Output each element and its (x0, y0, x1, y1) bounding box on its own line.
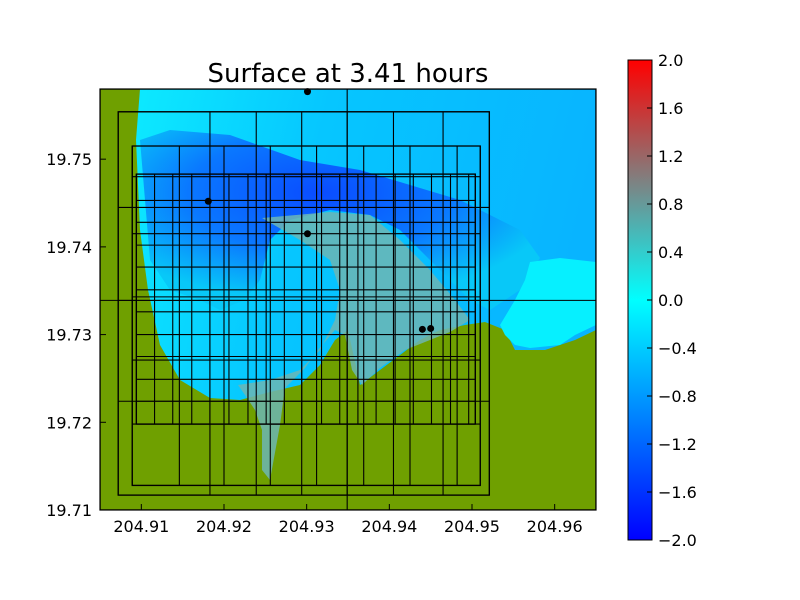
harbor-shallow (500, 258, 596, 348)
gauge-points (204, 88, 435, 333)
gauge-point (204, 197, 212, 205)
x-tick-label: 204.91 (113, 517, 169, 536)
y-tick-label: 19.75 (46, 150, 92, 169)
colorbar-tick-label: −1.2 (658, 435, 697, 454)
bay-deep (140, 130, 540, 310)
colorbar: 2.0 1.6 1.2 0.8 0.4 0.0 −0.4 −0.8 −1.2 −1.6 −2.0 (627, 51, 697, 550)
colorbar-tick-label: −0.4 (658, 339, 697, 358)
chart-title: Surface at 3.41 hours (208, 59, 489, 89)
gauge-point (303, 88, 311, 96)
x-tick-label: 204.95 (444, 517, 500, 536)
colorbar-tick-label: −2.0 (658, 531, 697, 550)
y-tick-label: 19.74 (46, 238, 92, 257)
colorbar-tick-label: 2.0 (658, 51, 683, 70)
x-axis: 204.91 204.92 204.93 204.94 204.95 204.96 (113, 504, 583, 536)
colorbar-tick-label: −0.8 (658, 387, 697, 406)
colorbar-tick-label: 0.0 (658, 291, 683, 310)
gauge-point (418, 325, 426, 333)
gauge-point (303, 230, 311, 238)
shoreline-shelf (238, 212, 470, 480)
plot-frame (99, 88, 597, 511)
x-tick-label: 204.93 (279, 517, 335, 536)
y-tick-label: 19.71 (46, 501, 92, 520)
colorbar-tick-label: −1.6 (658, 483, 697, 502)
y-tick-label: 19.73 (46, 326, 92, 345)
plot-area (100, 89, 596, 510)
x-tick-label: 204.94 (361, 517, 417, 536)
x-tick-label: 204.92 (196, 517, 252, 536)
colorbar-tick-label: 0.4 (658, 243, 683, 262)
y-axis: 19.71 19.72 19.73 19.74 19.75 (46, 150, 106, 520)
gauge-point (427, 324, 435, 332)
y-tick-label: 19.72 (46, 413, 92, 432)
colorbar-tick-label: 1.6 (658, 99, 683, 118)
x-tick-label: 204.96 (527, 517, 583, 536)
colorbar-tick-label: 0.8 (658, 195, 683, 214)
colorbar-tick-label: 1.2 (658, 147, 683, 166)
